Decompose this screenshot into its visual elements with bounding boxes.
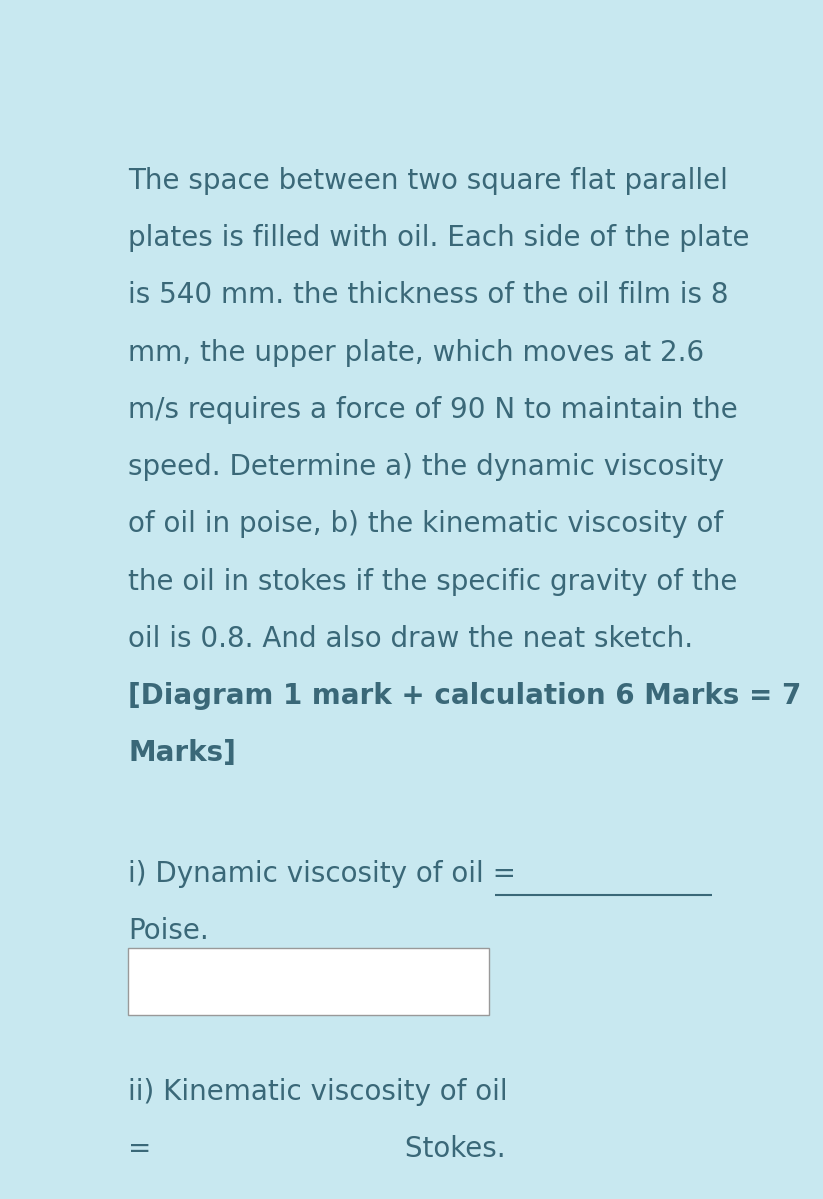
Text: speed. Determine a) the dynamic viscosity: speed. Determine a) the dynamic viscosit… [128, 453, 724, 481]
Text: the oil in stokes if the specific gravity of the: the oil in stokes if the specific gravit… [128, 567, 737, 596]
Text: Marks]: Marks] [128, 740, 236, 767]
Text: plates is filled with oil. Each side of the plate: plates is filled with oil. Each side of … [128, 224, 750, 252]
Text: m/s requires a force of 90 N to maintain the: m/s requires a force of 90 N to maintain… [128, 396, 738, 424]
FancyBboxPatch shape [128, 1167, 489, 1199]
Text: is 540 mm. the thickness of the oil film is 8: is 540 mm. the thickness of the oil film… [128, 282, 729, 309]
FancyBboxPatch shape [128, 948, 489, 1014]
Text: The space between two square flat parallel: The space between two square flat parall… [128, 167, 728, 195]
Text: i) Dynamic viscosity of oil =: i) Dynamic viscosity of oil = [128, 860, 516, 887]
Text: [Diagram 1 mark + calculation 6 Marks = 7: [Diagram 1 mark + calculation 6 Marks = … [128, 682, 802, 710]
Text: =: = [128, 1135, 151, 1163]
Text: mm, the upper plate, which moves at 2.6: mm, the upper plate, which moves at 2.6 [128, 338, 704, 367]
Text: ii) Kinematic viscosity of oil: ii) Kinematic viscosity of oil [128, 1078, 508, 1105]
Text: Poise.: Poise. [128, 917, 209, 945]
Text: Stokes.: Stokes. [397, 1135, 506, 1163]
Text: oil is 0.8. And also draw the neat sketch.: oil is 0.8. And also draw the neat sketc… [128, 625, 694, 653]
Text: of oil in poise, b) the kinematic viscosity of: of oil in poise, b) the kinematic viscos… [128, 511, 723, 538]
